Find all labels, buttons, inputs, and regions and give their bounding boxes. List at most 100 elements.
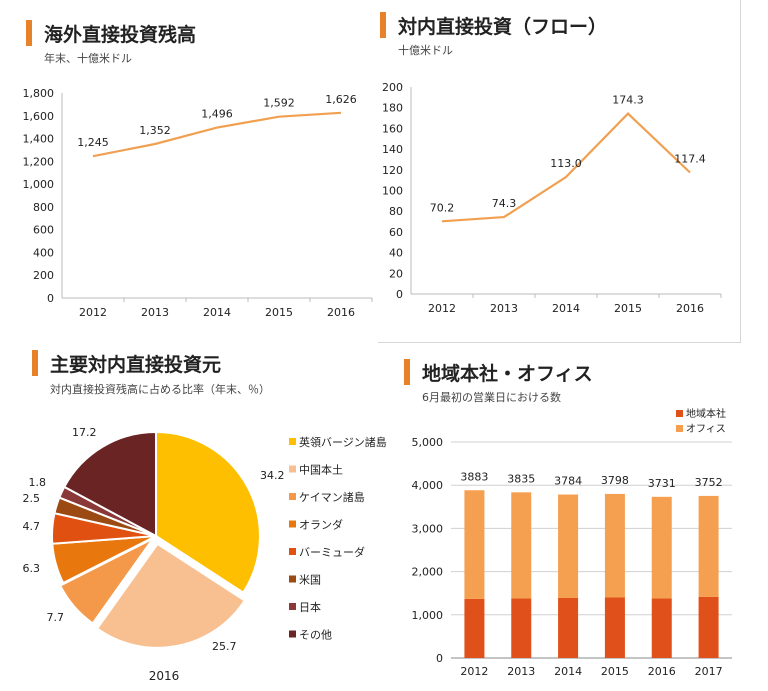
y-tick-label: 100 (382, 185, 403, 198)
bar-segment (464, 598, 485, 658)
bar-segment (558, 597, 579, 658)
divider (740, 0, 741, 342)
x-tick-label: 2013 (141, 306, 169, 319)
data-label: 1,245 (77, 136, 109, 149)
stock-chart-title: 海外直接投資残高 (44, 24, 197, 46)
offices-stacked-bar-chart: 0 1,000 2,000 3,000 4,000 5,000 3883 2012 3835 20… (412, 407, 732, 678)
x-tick-label: 2013 (507, 665, 535, 678)
legend-label: その他 (299, 629, 332, 642)
pie-slice (155, 430, 261, 594)
legend-swatch (289, 493, 296, 500)
bar-total-label: 3835 (507, 472, 535, 485)
x-tick-label: 2015 (265, 306, 293, 319)
slice-label: 25.7 (212, 640, 237, 653)
title-accent-bar (404, 359, 410, 385)
legend-swatch (676, 410, 683, 417)
data-label: 174.3 (612, 94, 644, 107)
x-tick-label: 2016 (327, 306, 355, 319)
x-tick-label: 2012 (428, 302, 456, 315)
data-label: 74.3 (492, 197, 517, 210)
y-tick-label: 40 (389, 247, 403, 260)
pie-slice (95, 542, 247, 649)
stock-chart-subtitle: 年末、十億米ドル (44, 52, 132, 65)
data-label: 1,592 (263, 97, 295, 110)
sources-pie-chart: 34.2 25.7 7.7 6.3 4.7 2.5 1.8 17.2 英領バージン諸島中国本土ケ… (23, 426, 387, 683)
data-label: 1,626 (325, 93, 357, 106)
legend-swatch (289, 438, 296, 445)
bar-total-label: 3731 (648, 477, 676, 490)
slice-label: 6.3 (23, 562, 41, 575)
x-tick-label: 2012 (460, 665, 488, 678)
y-tick-label: 5,000 (412, 436, 444, 449)
flow-chart-title: 対内直接投資（フロー） (398, 16, 608, 38)
legend-label: オランダ (299, 518, 343, 532)
x-tick-label: 2014 (203, 306, 231, 319)
data-label: 70.2 (430, 201, 455, 214)
y-tick-label: 0 (47, 292, 54, 305)
y-tick-label: 1,000 (412, 609, 444, 622)
legend-label: 日本 (299, 600, 321, 614)
x-tick-label: 2016 (648, 665, 676, 678)
y-tick-label: 2,000 (412, 566, 444, 579)
legend-label: バーミューダ (299, 545, 365, 559)
y-tick-label: 4,000 (412, 479, 444, 492)
y-tick-label: 180 (382, 102, 403, 115)
y-tick-label: 1,400 (23, 133, 55, 146)
bar-segment (604, 597, 625, 658)
x-tick-label: 2016 (676, 302, 704, 315)
y-tick-label: 160 (382, 122, 403, 135)
flow-chart-panel: 対内直接投資（フロー） 十億米ドル 0 20 40 60 80 100 120 140 160 1… (376, 0, 768, 345)
bar-segment (464, 490, 485, 599)
data-label: 117.4 (674, 152, 706, 165)
legend-swatch (289, 548, 296, 555)
data-label: 113.0 (550, 157, 582, 170)
x-tick-label: 2014 (554, 665, 582, 678)
y-tick-label: 1,200 (23, 155, 55, 168)
stock-line-chart: 0 200 400 600 800 1,000 1,200 1,400 1,600 1,800 20… (23, 87, 373, 319)
title-accent-bar (380, 12, 386, 38)
legend-label: オフィス (686, 423, 726, 435)
title-accent-bar (26, 20, 32, 46)
slice-label: 4.7 (23, 520, 41, 533)
data-label: 1,496 (201, 108, 233, 121)
legend-label: 地域本社 (686, 407, 726, 420)
bar-total-label: 3752 (695, 476, 723, 489)
bar-segment (651, 496, 672, 599)
sources-chart-panel: 主要対内直接投資元 対内直接投資残高に占める比率（年末、％） 34.2 25.7 7… (0, 345, 392, 691)
legend-swatch (676, 425, 683, 432)
flow-chart-subtitle: 十億米ドル (398, 44, 453, 57)
x-tick-label: 2012 (79, 306, 107, 319)
y-tick-label: 60 (389, 226, 403, 239)
bar-segment (511, 492, 532, 599)
flow-line-chart: 0 20 40 60 80 100 120 140 160 180 200 2012 2013 2014 2… (382, 81, 722, 315)
offices-chart-title: 地域本社・オフィス (422, 363, 593, 385)
x-tick-label: 2017 (695, 665, 723, 678)
legend-label: 米国 (299, 574, 321, 587)
y-tick-label: 0 (396, 288, 403, 301)
bar-segment (651, 598, 672, 658)
sources-chart-subtitle: 対内直接投資残高に占める比率（年末、％） (50, 383, 270, 396)
pie-slice (62, 430, 157, 538)
data-label: 1,352 (139, 124, 171, 137)
legend-swatch (289, 575, 296, 583)
offices-chart-panel: 地域本社・オフィス 6月最初の営業日における数 0 1,000 2,000 3,000… (392, 345, 768, 691)
bar-total-label: 3798 (601, 474, 629, 487)
series-line (92, 111, 342, 158)
divider (378, 342, 741, 343)
bar-segment (511, 598, 532, 658)
bar-segment (698, 596, 719, 658)
y-tick-label: 120 (382, 164, 403, 177)
bar-total-label: 3883 (460, 470, 488, 483)
x-tick-label: 2015 (601, 665, 629, 678)
x-tick-label: 2014 (552, 302, 580, 315)
y-tick-label: 200 (382, 81, 403, 94)
x-tick-label: 2015 (614, 302, 642, 315)
legend-label: 英領バージン諸島 (299, 435, 387, 449)
y-tick-label: 3,000 (412, 522, 444, 535)
slice-label: 34.2 (260, 469, 285, 482)
sources-chart-title: 主要対内直接投資元 (50, 354, 222, 376)
slice-label: 2.5 (23, 492, 41, 505)
legend-label: 中国本土 (299, 463, 343, 477)
bar-total-label: 3784 (554, 475, 582, 488)
title-accent-bar (32, 350, 38, 376)
